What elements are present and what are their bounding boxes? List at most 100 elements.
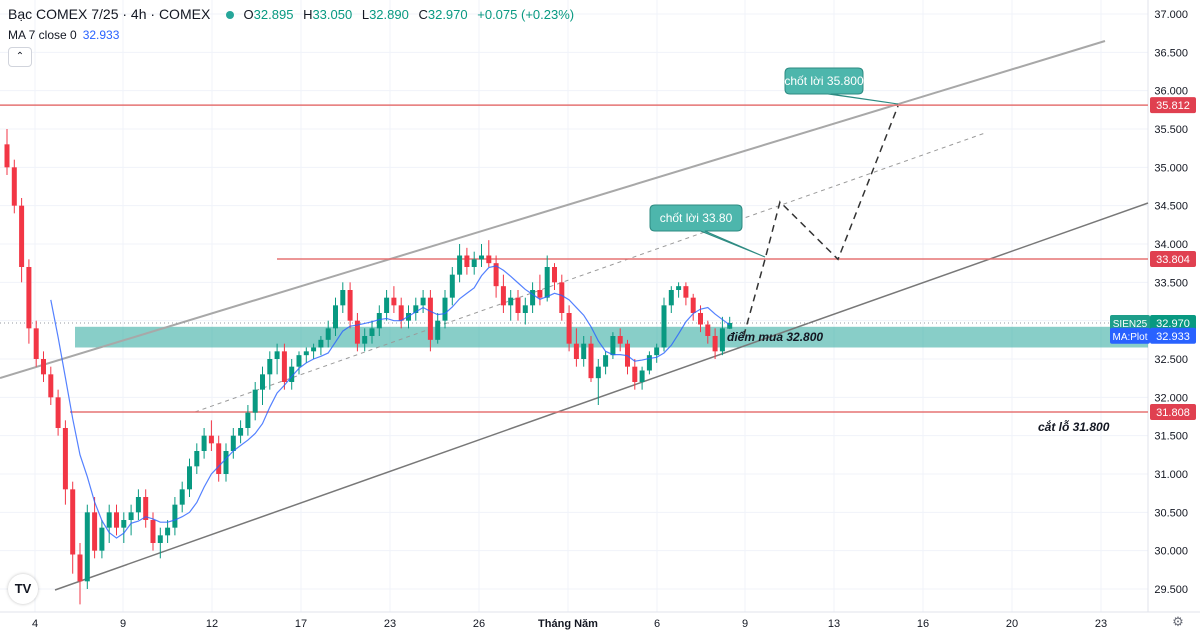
price-tag-name-bg (1110, 314, 1150, 331)
channel-upper-line (0, 40, 1106, 379)
candle-body (70, 489, 76, 555)
symbol-title[interactable]: Bạc COMEX 7/25 · 4h · COMEX (8, 6, 211, 22)
candle-body (187, 466, 192, 490)
candle-body (208, 435, 214, 444)
level-tag-text: 35.812 (1156, 100, 1190, 112)
candle-body (62, 428, 68, 490)
channel-lower-line (54, 202, 1149, 591)
candle-body (668, 290, 674, 306)
candle-body (296, 355, 302, 367)
candle-body (391, 297, 397, 306)
candle-body (610, 336, 616, 356)
candle-body (194, 451, 200, 467)
x-tick-label: 4 (32, 618, 38, 630)
callout-lower-text: chốt lời 33.80 (660, 211, 733, 225)
candle-body (281, 351, 287, 382)
ma-value: 32.933 (82, 28, 120, 42)
y-tick-label: 37.000 (1154, 9, 1188, 21)
candle-body (376, 313, 382, 329)
candle-body (603, 355, 609, 367)
change-value: +0.075 (+0.23%) (477, 7, 575, 22)
x-tick-label: 23 (1095, 618, 1107, 630)
buy-label: điểm mua 32.800 (727, 330, 823, 344)
candle-body (661, 305, 667, 348)
candle-body (311, 347, 317, 352)
candle-body (238, 428, 244, 436)
x-tick-label: 23 (384, 618, 396, 630)
candle-body (639, 370, 645, 382)
open-value: 32.895 (253, 7, 294, 22)
x-tick-label: 26 (473, 618, 485, 630)
candle-body (588, 343, 594, 379)
open-label: O (243, 7, 254, 22)
candle-body (530, 290, 536, 306)
candle-body (581, 343, 587, 359)
ma-legend[interactable]: MA 7 close 0 32.933 (8, 28, 119, 42)
level-tag (1150, 404, 1196, 421)
y-tick-label: 30.500 (1154, 507, 1188, 519)
candle-body (464, 255, 470, 267)
candle-body (11, 167, 17, 206)
candle-body (4, 144, 10, 168)
chart-header: Bạc COMEX 7/25 · 4h · COMEX O32.895 H33.… (8, 6, 580, 22)
candle-body (245, 412, 251, 428)
candle-body (683, 286, 689, 298)
candle-body (617, 336, 623, 344)
candle-body (632, 366, 638, 382)
candle-body (347, 290, 353, 321)
candle-body (712, 336, 718, 352)
candle-body (698, 313, 703, 325)
candle-body (230, 435, 236, 451)
high-label: H (303, 7, 313, 22)
chevron-up-icon[interactable]: ⌃ (8, 47, 32, 67)
candle-body (340, 290, 346, 306)
candle-body (92, 512, 98, 551)
ma-line (50, 265, 731, 539)
callout-lower (649, 204, 766, 258)
candle-body (274, 351, 280, 359)
candle-body (537, 290, 543, 298)
candle-body (216, 443, 222, 474)
candle-body (362, 336, 368, 344)
x-tick-label: 9 (742, 618, 748, 630)
candle-body (99, 527, 105, 551)
candle-body (267, 359, 273, 375)
candle-body (84, 512, 90, 582)
candle-body (427, 297, 433, 340)
y-tick-label: 35.500 (1154, 124, 1188, 136)
candle-body (566, 313, 572, 344)
price-tag-value: 32.970 (1156, 318, 1190, 330)
y-tick-label: 32.500 (1154, 354, 1188, 366)
candle-body (260, 374, 265, 390)
price-tag-value: 32.933 (1156, 331, 1190, 343)
low-value: 32.890 (369, 7, 409, 22)
candle-body (413, 305, 419, 313)
candle-body (157, 535, 163, 543)
level-tag-text: 31.808 (1156, 407, 1190, 419)
tradingview-logo-icon[interactable]: TV (8, 574, 38, 604)
candle-body (522, 305, 528, 313)
price-tag-value-bg (1150, 314, 1196, 331)
high-value: 33.050 (312, 7, 353, 22)
close-value: 32.970 (427, 7, 468, 22)
candle-body (121, 520, 127, 528)
y-tick-label: 34.500 (1154, 201, 1188, 213)
x-tick-label: 6 (654, 618, 660, 630)
candle-body (19, 205, 25, 267)
candle-body (595, 366, 601, 379)
candle-body (55, 397, 61, 428)
y-tick-label: 31.500 (1154, 431, 1188, 443)
price-tag-value-bg (1150, 327, 1196, 344)
y-tick-label: 35.000 (1154, 162, 1188, 174)
callout-upper-text: chốt lời 35.800 (784, 74, 864, 88)
candle-body (41, 359, 46, 375)
candle-body (369, 328, 375, 336)
gear-icon[interactable]: ⚙ (1172, 614, 1184, 629)
x-tick-label: 17 (295, 618, 307, 630)
x-tick-label: 9 (120, 618, 126, 630)
candle-body (179, 489, 185, 505)
level-tag (1150, 251, 1196, 268)
candle-body (114, 512, 119, 528)
